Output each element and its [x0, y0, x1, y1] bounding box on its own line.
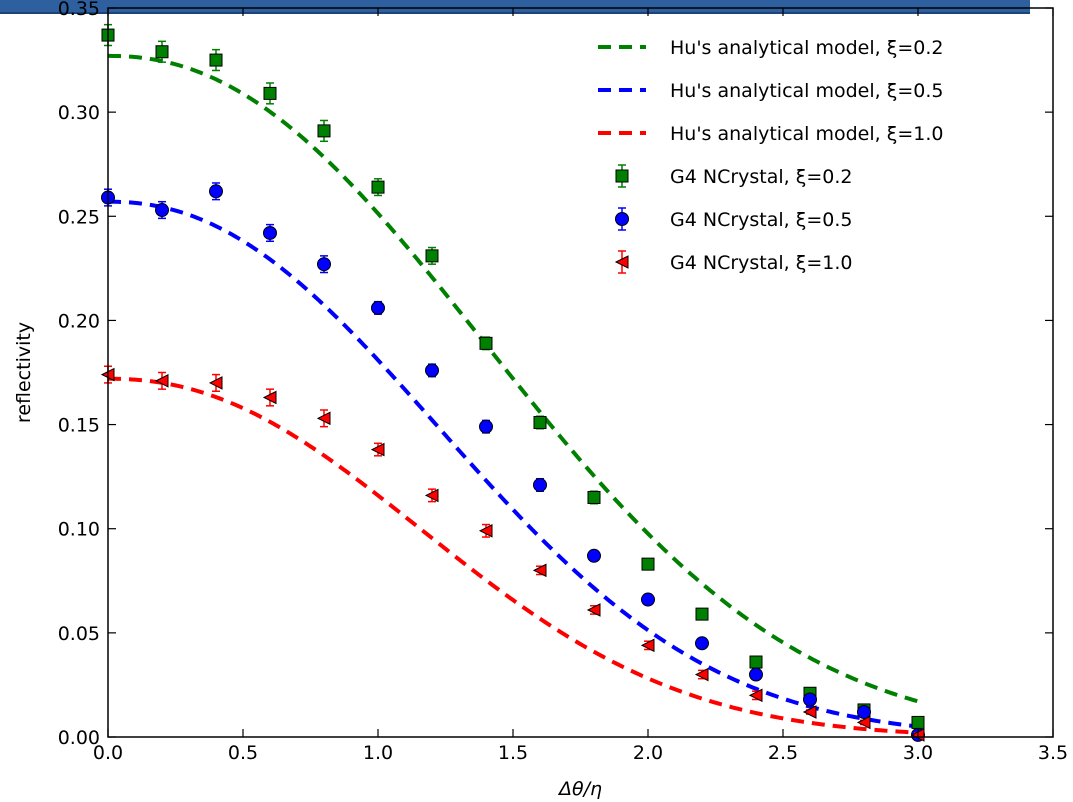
data-point	[371, 180, 385, 194]
data-point	[478, 523, 493, 538]
legend-marker-swatch	[615, 169, 629, 183]
y-tick-label: 0.25	[58, 206, 100, 228]
data-point	[587, 490, 601, 504]
legend-label: Hu's analytical model, ξ=0.5	[670, 80, 943, 102]
x-tick-label: 2.5	[768, 742, 798, 764]
data-point	[856, 715, 871, 730]
data-point	[209, 53, 223, 67]
data-point	[155, 203, 169, 218]
data-point	[370, 442, 385, 457]
legend-marker-swatch	[615, 212, 629, 226]
y-tick-label: 0.35	[58, 0, 100, 20]
data-point	[857, 705, 871, 720]
y-tick-label: 0.05	[58, 623, 100, 645]
data-point	[155, 45, 169, 59]
x-tick-label: 0.0	[93, 742, 123, 764]
data-point	[587, 548, 601, 563]
series-2	[100, 365, 925, 742]
legend-label: G4 NCrystal, ξ=0.2	[670, 166, 852, 188]
data-point	[802, 705, 817, 719]
data-point	[317, 124, 331, 138]
model-curve-2	[108, 376, 919, 735]
data-point	[641, 592, 655, 607]
data-point	[749, 655, 763, 669]
data-point	[371, 300, 385, 315]
series-1	[101, 182, 925, 742]
data-point	[425, 363, 439, 378]
plot-frame	[107, 7, 1054, 738]
legend-label: Hu's analytical model, ξ=1.0	[670, 123, 943, 145]
data-point	[317, 257, 331, 272]
y-tick-label: 0.30	[58, 102, 100, 124]
data-point	[748, 688, 763, 703]
x-tick-label: 1.0	[363, 742, 393, 764]
y-tick-label: 0.00	[58, 727, 100, 749]
data-point	[533, 415, 547, 429]
y-axis-label: reflectivity	[13, 322, 35, 423]
window-title-bar	[0, 0, 1030, 14]
data-point	[479, 419, 493, 434]
x-tick-label: 3.5	[1038, 742, 1068, 764]
y-axis-ticks: 0.00 0.05 0.10 0.15 0.20 0.25 0.30 0.35	[58, 0, 1053, 749]
model-curves	[108, 53, 919, 735]
data-point	[803, 692, 817, 707]
data-point	[209, 184, 223, 199]
legend: Hu's analytical model, ξ=0.2 Hu's analyti…	[598, 37, 943, 274]
model-curve-0	[108, 53, 919, 704]
data-point	[640, 638, 655, 653]
data-points	[100, 23, 925, 742]
data-point	[262, 390, 277, 405]
y-tick-label: 0.10	[58, 519, 100, 541]
x-tick-label: 3.0	[903, 742, 933, 764]
data-point	[749, 667, 763, 682]
data-point	[263, 225, 277, 240]
data-point	[586, 603, 601, 617]
data-point	[532, 563, 547, 578]
data-point	[533, 477, 547, 492]
data-point	[695, 636, 709, 651]
x-axis-label: Δθ/η	[557, 778, 602, 800]
data-point	[694, 667, 709, 682]
x-axis-ticks: 0.0 0.5 1.0 1.5 2.0 2.5 3.0 3.5	[93, 8, 1068, 764]
data-point	[263, 86, 277, 100]
y-tick-label: 0.15	[58, 415, 100, 437]
data-point	[208, 376, 223, 390]
legend-label: G4 NCrystal, ξ=1.0	[670, 252, 852, 274]
data-point	[154, 374, 169, 388]
data-point	[316, 411, 331, 426]
y-tick-label: 0.20	[58, 310, 100, 332]
data-point	[425, 249, 439, 263]
legend-label: Hu's analytical model, ξ=0.2	[670, 37, 943, 59]
data-point	[479, 336, 493, 350]
data-point	[424, 488, 439, 503]
data-point	[641, 557, 655, 571]
x-tick-label: 2.0	[633, 742, 663, 764]
x-tick-label: 1.5	[498, 742, 528, 764]
data-point	[911, 715, 925, 729]
legend-marker-swatch	[614, 255, 629, 269]
model-curve-1	[108, 199, 919, 729]
legend-label: G4 NCrystal, ξ=0.5	[670, 209, 852, 231]
data-point	[695, 607, 709, 621]
x-tick-label: 0.5	[228, 742, 258, 764]
